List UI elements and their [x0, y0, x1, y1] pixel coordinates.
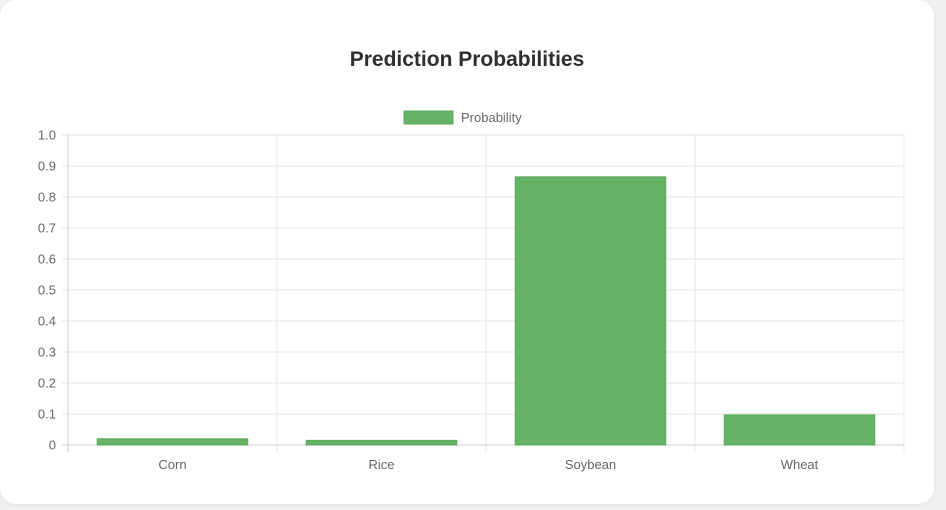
chart-title: Prediction Probabilities: [349, 48, 585, 71]
grid-lines: [62, 134, 905, 452]
x-axis-ticks: Corn Rice Soybean Wheat: [158, 457, 818, 472]
bar-soybean[interactable]: [514, 176, 667, 446]
bars: [96, 176, 876, 446]
x-tick-label: Rice: [368, 457, 394, 472]
y-tick-label: 1.0: [38, 128, 56, 143]
y-tick-label: 0.9: [38, 159, 56, 174]
x-tick-label: Soybean: [565, 457, 616, 472]
y-tick-label: 0.5: [38, 283, 56, 298]
legend-swatch[interactable]: [403, 110, 454, 125]
y-tick-label: 0.1: [38, 407, 56, 422]
bar-rice[interactable]: [305, 439, 458, 446]
y-tick-label: 0.8: [38, 190, 56, 205]
x-tick-label: Wheat: [781, 457, 819, 472]
y-axis-ticks: 0 0.1 0.2 0.3 0.4 0.5 0.6 0.7 0.8 0.9 1.0: [38, 128, 56, 453]
bar-corn[interactable]: [96, 438, 249, 446]
legend: Probability: [403, 110, 522, 125]
y-tick-label: 0.3: [38, 345, 56, 360]
y-tick-label: 0.7: [38, 221, 56, 236]
legend-label[interactable]: Probability: [461, 110, 522, 125]
y-tick-label: 0.2: [38, 376, 56, 391]
y-tick-label: 0: [49, 438, 56, 453]
y-tick-label: 0.4: [38, 314, 56, 329]
bar-wheat[interactable]: [723, 414, 876, 446]
x-tick-label: Corn: [158, 457, 186, 472]
y-tick-label: 0.6: [38, 252, 56, 267]
